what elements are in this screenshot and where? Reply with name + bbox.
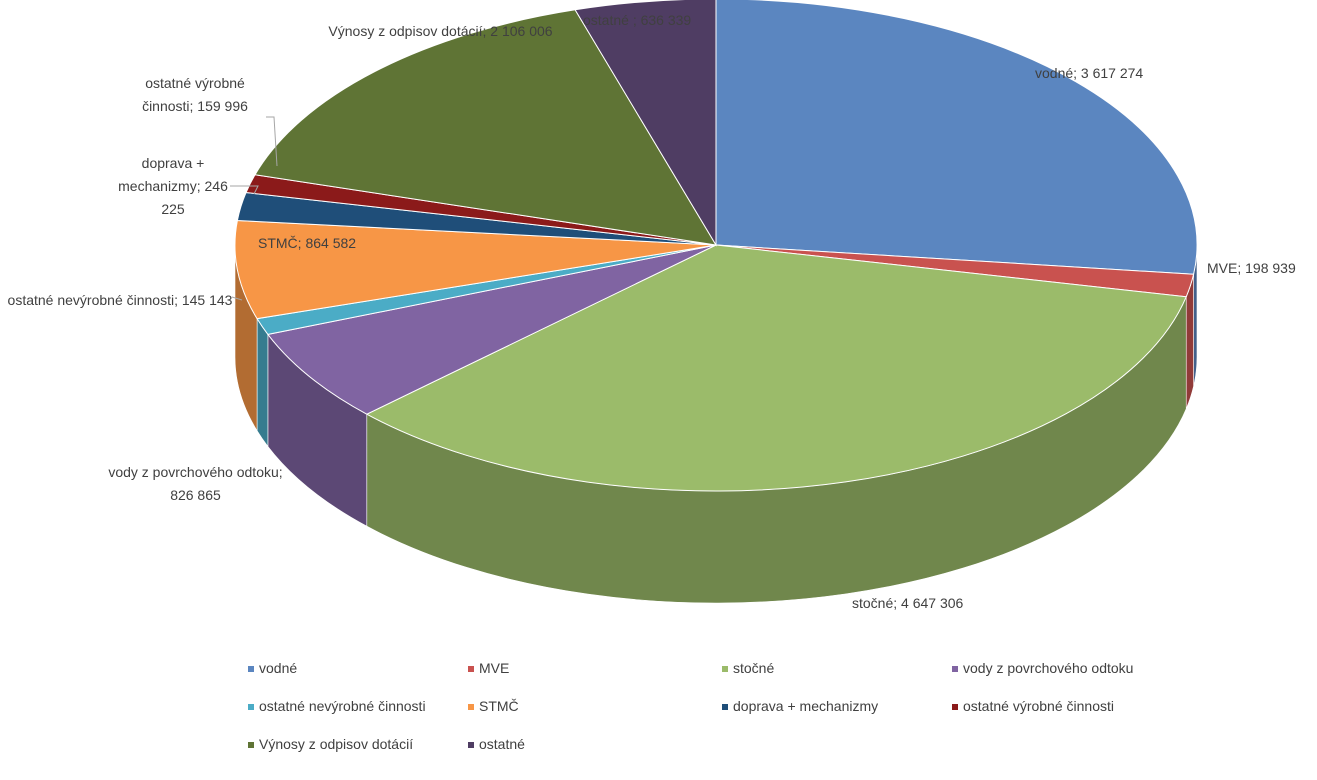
- legend-entry: doprava + mechanizmy: [722, 698, 878, 714]
- legend-label: ostatné: [479, 736, 525, 752]
- legend-swatch: [952, 704, 958, 711]
- slice-side: [256, 317, 269, 448]
- legend-swatch: [468, 742, 474, 749]
- data-label: vodné; 3 617 274: [1035, 65, 1144, 81]
- data-label: STMČ; 864 582: [258, 235, 357, 251]
- data-label: stočné; 4 647 306: [852, 595, 964, 611]
- data-label: vody z povrchového odtoku; 826 865: [108, 464, 283, 503]
- legend-entry: vody z povrchového odtoku: [952, 660, 1133, 676]
- legend-label: doprava + mechanizmy: [733, 698, 879, 714]
- legend-swatch: [952, 666, 958, 673]
- legend-entry: MVE: [468, 660, 509, 676]
- leader-line: [266, 116, 278, 167]
- legend-label: stočné: [733, 660, 775, 676]
- data-label: MVE; 198 939: [1207, 260, 1296, 276]
- data-label: ostatné výrobné činnosti; 159 996: [142, 75, 248, 114]
- legend-swatch: [722, 704, 728, 711]
- slice: [574, 0, 717, 247]
- leader-line: [231, 296, 243, 301]
- legend-swatch: [468, 704, 474, 711]
- legend-swatch: [248, 666, 254, 673]
- legend-label: ostatné nevýrobné činnosti: [259, 698, 426, 714]
- data-label: ostatné nevýrobné činnosti; 145 143: [7, 292, 233, 308]
- legend-entry: ostatné: [468, 736, 525, 752]
- legend-swatch: [468, 666, 474, 673]
- legend-label: ostatné výrobné činnosti: [963, 698, 1114, 714]
- legend-entry: STMČ: [468, 698, 519, 714]
- legend-entry: stočné: [722, 660, 774, 676]
- legend-entry: ostatné výrobné činnosti: [952, 698, 1114, 714]
- slice: [365, 244, 1187, 492]
- slice: [234, 219, 717, 320]
- slice: [715, 0, 1198, 275]
- legend-entry: vodné: [248, 660, 297, 676]
- legend-label: vody z povrchového odtoku: [963, 660, 1134, 676]
- legend-label: STMČ: [479, 698, 519, 714]
- legend-label: MVE: [479, 660, 510, 676]
- data-label: Výnosy z odpisov dotácií; 2 106 006: [328, 23, 553, 39]
- slice: [267, 244, 717, 415]
- data-label: doprava + mechanizmy; 246 225: [118, 155, 228, 217]
- legend-label: Výnosy z odpisov dotácií: [259, 736, 414, 752]
- legend-swatch: [722, 666, 728, 673]
- slice: [254, 9, 717, 246]
- legend-entry: ostatné nevýrobné činnosti: [248, 698, 426, 714]
- legend-swatch: [248, 704, 254, 711]
- data-label: ostatné ; 636 339: [583, 12, 692, 28]
- legend-swatch: [248, 742, 254, 749]
- leader-line: [230, 185, 259, 195]
- legend-label: vodné: [259, 660, 298, 676]
- legend-entry: Výnosy z odpisov dotácií: [248, 736, 413, 752]
